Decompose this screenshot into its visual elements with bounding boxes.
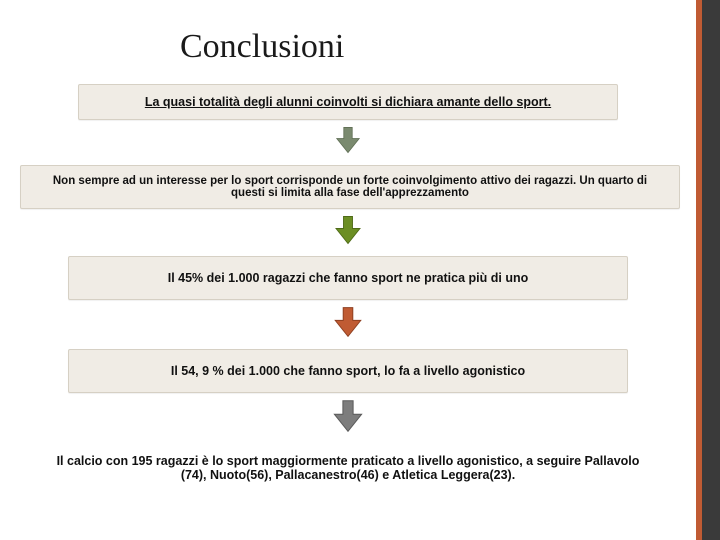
down-arrow-icon: [330, 215, 366, 245]
accent-stripe-orange: [696, 0, 702, 540]
down-arrow-icon: [331, 126, 365, 154]
conclusion-box-4: Il 54, 9 % dei 1.000 che fanno sport, lo…: [68, 349, 628, 393]
conclusion-box-1: La quasi totalità degli alunni coinvolti…: [78, 84, 618, 120]
accent-stripe-dark: [702, 0, 720, 540]
down-arrow-icon: [329, 306, 367, 338]
arrow-3: [20, 300, 676, 349]
arrow-2: [20, 209, 676, 256]
conclusion-box-5: Il calcio con 195 ragazzi è lo sport mag…: [28, 444, 668, 492]
flow-content: La quasi totalità degli alunni coinvolti…: [20, 84, 700, 492]
conclusion-box-2: Non sempre ad un interesse per lo sport …: [20, 165, 680, 209]
arrow-4: [20, 393, 676, 444]
conclusion-box-3: Il 45% dei 1.000 ragazzi che fanno sport…: [68, 256, 628, 300]
down-arrow-icon: [328, 399, 368, 433]
arrow-1: [20, 120, 676, 165]
page-title: Conclusioni: [0, 0, 720, 84]
